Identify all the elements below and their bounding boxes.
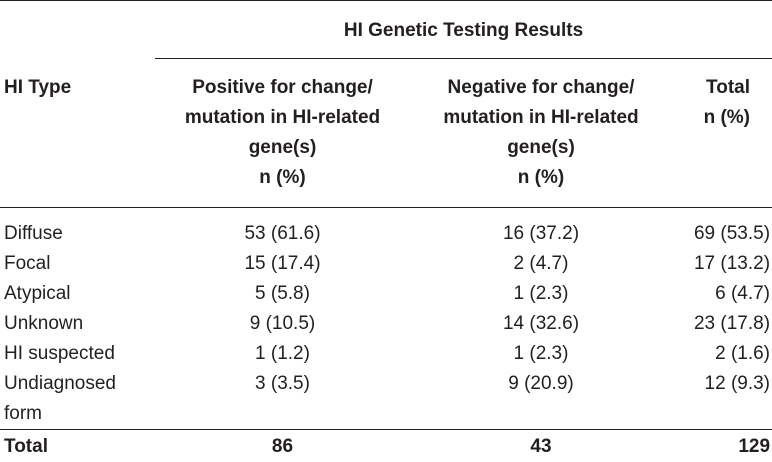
- header-line: mutation in HI-related: [155, 103, 410, 133]
- positive-cell: 15 (17.4): [155, 249, 410, 279]
- header-line: n (%): [410, 163, 672, 193]
- table-row: Focal 15 (17.4) 2 (4.7) 17 (13.2): [0, 249, 772, 279]
- positive-total-cell: 86: [155, 430, 410, 462]
- table-row: Atypical 5 (5.8) 1 (2.3) 6 (4.7): [0, 279, 772, 309]
- positive-cell: 53 (61.6): [155, 208, 410, 250]
- total-row-label: Total: [0, 430, 155, 462]
- row-label: HI suspected: [0, 339, 155, 369]
- negative-cell: 14 (32.6): [410, 309, 672, 339]
- results-table-figure: HI Genetic Testing Results HI Type Posit…: [0, 0, 772, 447]
- header-line: n (%): [672, 103, 750, 133]
- row-label: Diffuse: [0, 208, 155, 250]
- column-header-positive: Positive for change/ mutation in HI-rela…: [155, 59, 410, 208]
- row-label: Undiagnosed form: [0, 369, 155, 430]
- positive-cell: 3 (3.5): [155, 369, 410, 430]
- positive-cell: 1 (1.2): [155, 339, 410, 369]
- negative-cell: 1 (2.3): [410, 339, 672, 369]
- total-cell: 23 (17.8): [672, 309, 772, 339]
- table-row: Diffuse 53 (61.6) 16 (37.2) 69 (53.5): [0, 208, 772, 250]
- column-header-row: HI Type Positive for change/ mutation in…: [0, 59, 772, 208]
- header-line: n (%): [155, 163, 410, 193]
- table-row: Unknown 9 (10.5) 14 (32.6) 23 (17.8): [0, 309, 772, 339]
- negative-cell: 16 (37.2): [410, 208, 672, 250]
- total-cell: 17 (13.2): [672, 249, 772, 279]
- header-line: Total: [672, 73, 750, 103]
- negative-cell: 2 (4.7): [410, 249, 672, 279]
- table-row: Undiagnosed form 3 (3.5) 9 (20.9) 12 (9.…: [0, 369, 772, 430]
- column-header-negative: Negative for change/ mutation in HI-rela…: [410, 59, 672, 208]
- row-label: Atypical: [0, 279, 155, 309]
- row-header-hi-type: HI Type: [0, 59, 155, 208]
- total-row: Total 86 43 129: [0, 430, 772, 462]
- table-row: HI suspected 1 (1.2) 1 (2.3) 2 (1.6): [0, 339, 772, 369]
- total-cell: 69 (53.5): [672, 208, 772, 250]
- header-line: gene(s): [155, 133, 410, 163]
- group-header: HI Genetic Testing Results: [155, 1, 772, 59]
- group-header-row: HI Genetic Testing Results: [0, 1, 772, 59]
- header-line: mutation in HI-related: [410, 103, 672, 133]
- negative-total-cell: 43: [410, 430, 672, 462]
- grand-total-cell: 129: [672, 430, 772, 462]
- row-label: Focal: [0, 249, 155, 279]
- negative-cell: 9 (20.9): [410, 369, 672, 430]
- header-line: gene(s): [410, 133, 672, 163]
- total-cell: 12 (9.3): [672, 369, 772, 430]
- empty-corner-cell: [0, 1, 155, 59]
- row-label-line: Undiagnosed: [4, 369, 155, 399]
- negative-cell: 1 (2.3): [410, 279, 672, 309]
- header-line: Negative for change/: [410, 73, 672, 103]
- header-line: Positive for change/: [155, 73, 410, 103]
- row-label: Unknown: [0, 309, 155, 339]
- positive-cell: 5 (5.8): [155, 279, 410, 309]
- positive-cell: 9 (10.5): [155, 309, 410, 339]
- total-cell: 6 (4.7): [672, 279, 772, 309]
- column-header-total: Total n (%): [672, 59, 772, 208]
- row-label-line: form: [4, 399, 155, 429]
- total-cell: 2 (1.6): [672, 339, 772, 369]
